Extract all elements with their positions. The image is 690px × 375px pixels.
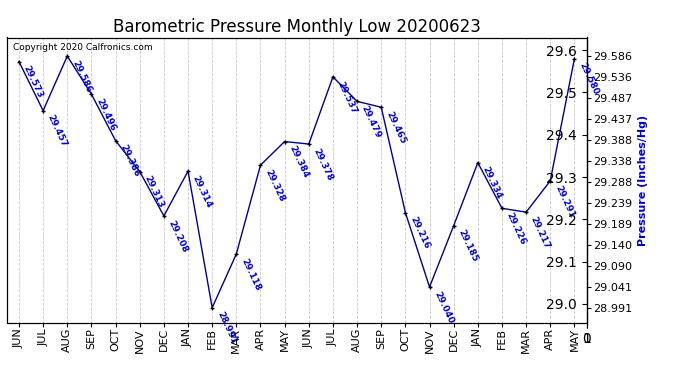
Text: 29.328: 29.328 [264,168,286,203]
Text: 29.313: 29.313 [143,174,166,210]
Point [183,168,194,174]
Text: 29.208: 29.208 [167,219,190,254]
Point [231,251,242,257]
Text: 29.573: 29.573 [22,64,45,100]
Text: 29.586: 29.586 [70,59,93,94]
Text: 29.314: 29.314 [191,174,214,209]
Point [521,209,532,215]
Text: 29.465: 29.465 [384,110,407,146]
Text: 29.118: 29.118 [239,257,262,292]
Point [86,91,97,97]
Text: 28.991: 28.991 [215,310,238,346]
Text: 29.291: 29.291 [553,184,576,219]
Text: 29.386: 29.386 [119,144,141,179]
Text: Copyright 2020 Calfronics.com: Copyright 2020 Calfronics.com [12,43,152,52]
Y-axis label: Pressure (Inches/Hg): Pressure (Inches/Hg) [638,114,648,246]
Point [328,74,339,80]
Point [159,213,170,219]
Text: 29.378: 29.378 [312,147,335,182]
Text: 29.384: 29.384 [288,144,310,180]
Text: 29.334: 29.334 [481,165,504,201]
Point [62,53,73,59]
Point [448,223,460,229]
Point [110,138,121,144]
Point [424,284,435,290]
Point [14,58,25,64]
Point [376,104,387,110]
Point [545,178,556,184]
Text: 29.185: 29.185 [457,228,480,264]
Point [207,305,218,311]
Text: 29.496: 29.496 [95,97,117,132]
Point [255,162,266,168]
Point [497,206,508,212]
Text: 29.537: 29.537 [336,80,359,115]
Text: 29.216: 29.216 [408,215,431,250]
Point [352,98,363,104]
Point [473,160,484,166]
Text: 29.217: 29.217 [529,215,552,250]
Title: Barometric Pressure Monthly Low 20200623: Barometric Pressure Monthly Low 20200623 [112,18,481,36]
Point [400,210,411,216]
Point [135,168,146,174]
Point [38,108,48,114]
Point [569,56,580,62]
Text: 29.580: 29.580 [578,62,600,97]
Point [304,141,315,147]
Text: 29.040: 29.040 [433,290,455,325]
Text: 29.457: 29.457 [46,113,69,149]
Point [279,138,290,144]
Text: 29.226: 29.226 [505,211,528,246]
Text: 29.479: 29.479 [360,104,383,140]
